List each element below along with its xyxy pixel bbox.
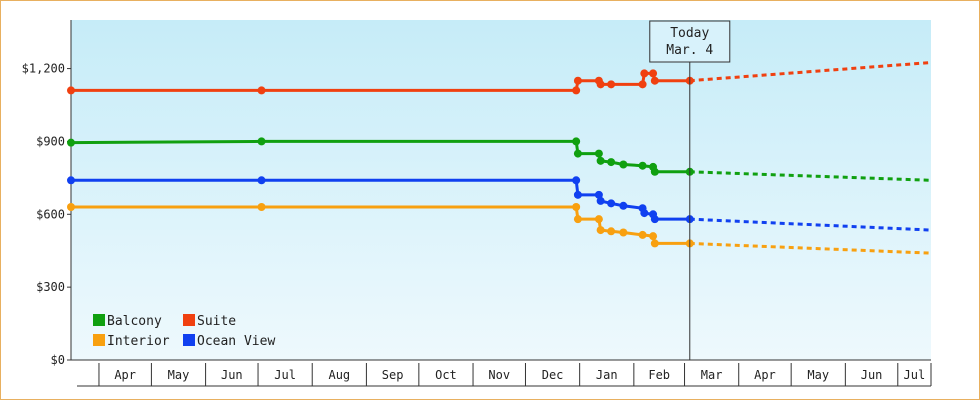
x-tick-label: Apr [754, 368, 776, 382]
series-layer [67, 61, 932, 255]
data-point-interior [594, 215, 603, 224]
y-tick-label: $300 [36, 280, 65, 294]
data-point-ocean-view [607, 199, 616, 208]
data-point-balcony [638, 161, 647, 170]
legend-label-interior: Interior [107, 334, 170, 349]
legend-swatch-interior [93, 334, 105, 346]
x-tick-label: Oct [435, 368, 457, 382]
data-point-balcony [257, 137, 266, 146]
data-point-balcony [594, 149, 603, 158]
x-axis: Apr May Jun Jul Aug Sep Oct Nov Dec Jan Feb Mar Apr M… [71, 359, 932, 387]
data-point-ocean-view [650, 215, 659, 224]
data-point-ocean-view [573, 190, 582, 199]
data-point-ocean-view [572, 176, 581, 185]
data-point-suite [650, 76, 659, 85]
today-marker: Today Mar. 4 [649, 20, 731, 360]
series-ocean-view [67, 176, 932, 232]
x-tick-label: Feb [648, 368, 670, 382]
data-point-balcony [607, 158, 616, 167]
plot-area [71, 20, 931, 360]
legend-label-balcony: Balcony [107, 314, 162, 329]
x-tick-label: Mar [701, 368, 723, 382]
x-tick-label: Aug [328, 368, 350, 382]
x-tick-label: Sep [382, 368, 404, 382]
x-tick-label: Nov [488, 368, 510, 382]
forecast-line-ocean-view [689, 217, 932, 232]
x-tick-label: Apr [114, 368, 136, 382]
forecast-line-interior [689, 241, 932, 255]
legend: Balcony Suite Interior Ocean View [93, 314, 275, 349]
y-tick-label: $900 [36, 134, 65, 148]
x-tick-label: Dec [542, 368, 564, 382]
data-point-interior [619, 228, 628, 237]
data-point-balcony [67, 138, 75, 147]
series-interior [67, 203, 932, 255]
data-point-ocean-view [619, 201, 628, 210]
data-point-suite [257, 86, 266, 95]
x-tick-label: Jan [596, 368, 618, 382]
data-point-suite [572, 86, 581, 95]
data-point-ocean-view [594, 190, 603, 199]
x-tick-label: Jul [274, 368, 296, 382]
today-label-box [649, 20, 731, 63]
forecast-line-balcony [689, 170, 932, 182]
data-point-balcony [596, 156, 605, 165]
data-point-suite [640, 69, 649, 78]
data-point-suite [573, 76, 582, 85]
legend-label-ocean-view: Ocean View [197, 334, 275, 349]
data-point-balcony [573, 149, 582, 158]
data-point-interior [607, 227, 616, 236]
series-balcony [67, 137, 932, 182]
y-tick-label: $600 [36, 207, 65, 221]
legend-swatch-ocean-view [183, 334, 195, 346]
y-tick-label: $1,200 [22, 62, 65, 76]
data-point-interior [596, 226, 605, 235]
data-point-suite [638, 80, 647, 89]
data-point-ocean-view [640, 209, 649, 218]
data-point-suite [67, 86, 75, 95]
data-point-interior [572, 203, 581, 211]
data-point-interior [649, 232, 658, 241]
data-point-interior [573, 215, 582, 224]
x-tick-label: Jun [861, 368, 883, 382]
data-point-ocean-view [257, 176, 266, 185]
y-axis: $0 $300 $600 $900 $1,200 [22, 20, 72, 367]
x-tick-label: Jun [221, 368, 243, 382]
forecast-line-suite [689, 61, 932, 83]
x-tick-label: May [807, 368, 829, 382]
data-point-interior [257, 203, 266, 211]
data-point-suite [649, 69, 658, 78]
today-label-date: Mar. 4 [666, 43, 713, 58]
legend-swatch-balcony [93, 314, 105, 326]
data-point-suite [607, 80, 616, 89]
data-point-ocean-view [67, 176, 75, 185]
data-point-interior [638, 230, 647, 239]
today-label-title: Today [670, 26, 709, 41]
legend-swatch-suite [183, 314, 195, 326]
series-suite [67, 61, 932, 95]
data-point-balcony [619, 160, 628, 169]
data-point-interior [67, 203, 75, 211]
x-tick-label: Jul [904, 368, 926, 382]
data-point-suite [596, 80, 605, 89]
data-point-ocean-view [596, 196, 605, 205]
data-point-interior [650, 239, 659, 248]
data-point-balcony [572, 137, 581, 146]
data-point-balcony [650, 167, 659, 176]
y-tick-label: $0 [51, 353, 65, 367]
x-tick-label: May [168, 368, 190, 382]
legend-label-suite: Suite [197, 314, 236, 329]
